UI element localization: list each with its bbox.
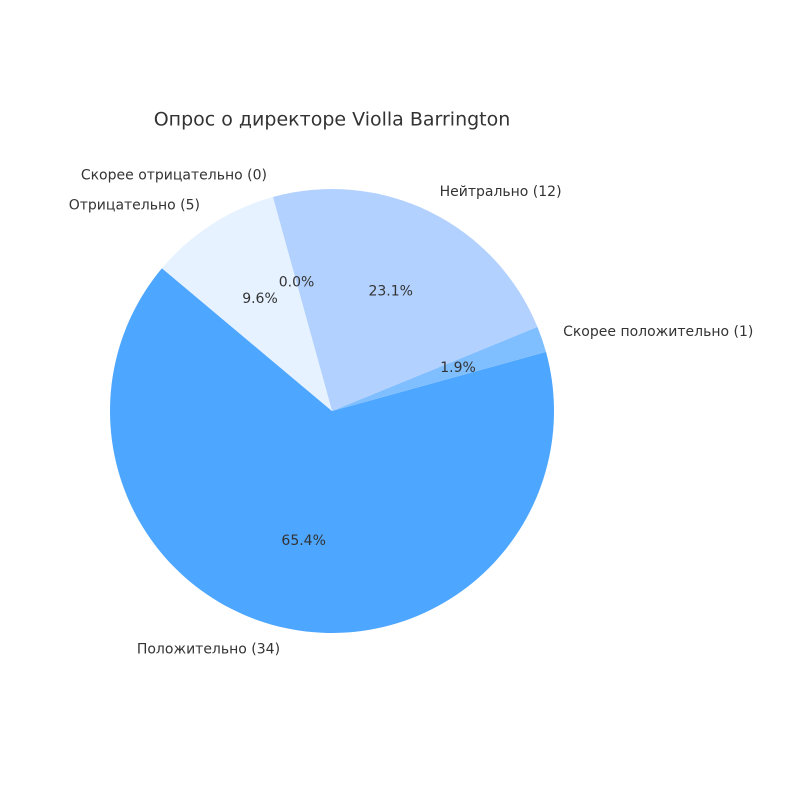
value-label: 65.4% — [281, 533, 325, 549]
value-label: 9.6% — [242, 291, 278, 307]
value-label: 1.9% — [440, 360, 476, 376]
pie-slice — [272, 189, 538, 411]
pie-slice — [110, 268, 555, 633]
slice-label: Положительно (34) — [137, 642, 280, 658]
slice-label: Отрицательно (5) — [69, 198, 200, 214]
pie-slice — [332, 326, 546, 411]
pie-slice — [161, 197, 332, 411]
value-label: 23.1% — [368, 283, 412, 299]
slice-label: Скорее отрицательно (0) — [81, 168, 267, 184]
slice-label: Скорее положительно (1) — [563, 324, 753, 340]
chart-title: Опрос о директоре Violla Barrington — [154, 109, 511, 131]
value-label: 0.0% — [279, 275, 315, 291]
slice-label: Нейтрально (12) — [440, 184, 562, 200]
